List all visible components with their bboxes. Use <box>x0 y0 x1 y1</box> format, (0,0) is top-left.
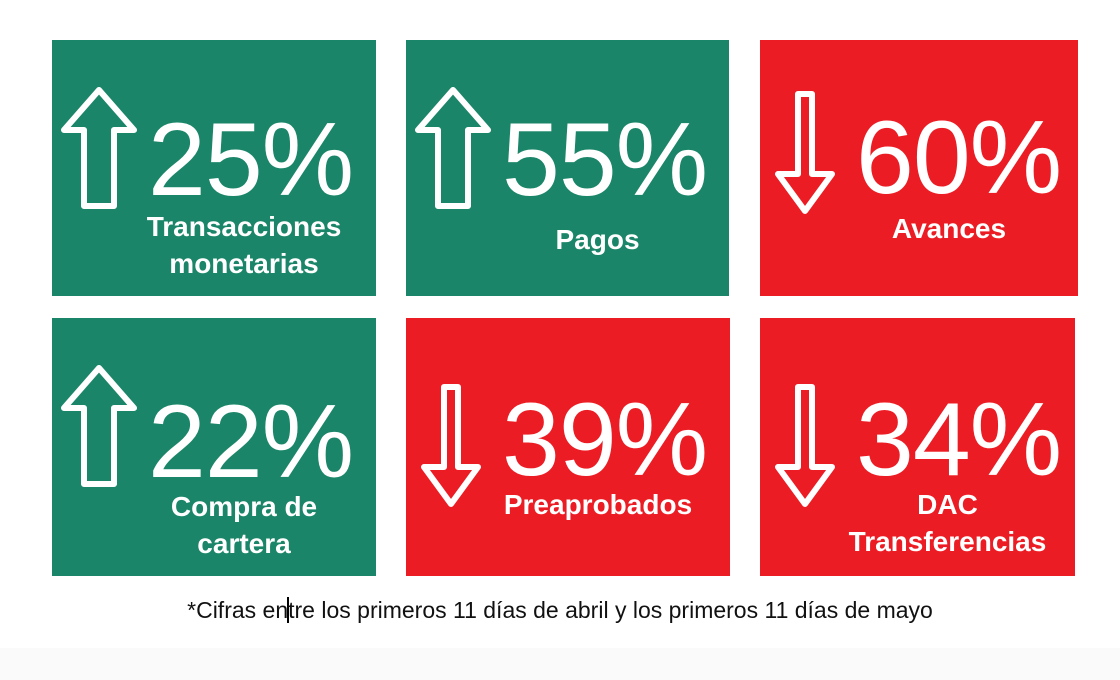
kpi-percent: 60% <box>856 100 1062 216</box>
kpi-label: Transacciones monetarias <box>146 211 342 279</box>
kpi-percent: 22% <box>148 384 354 500</box>
kpi-label: Compra de cartera <box>170 491 318 559</box>
kpi-tile-compra-de-cartera: 22% Compra de cartera <box>52 318 376 576</box>
kpi-label: Pagos <box>555 224 640 255</box>
arrow-up-icon <box>61 365 137 487</box>
kpi-percent: 25% <box>148 102 354 218</box>
kpi-tile-transacciones-monetarias: 25% Transacciones monetarias <box>52 40 376 296</box>
arrow-up-icon <box>61 87 137 209</box>
kpi-percent: 55% <box>502 102 708 218</box>
bottom-band <box>0 648 1120 680</box>
caption-text-end: tre los primeros 11 días de abril y los … <box>288 597 933 623</box>
kpi-percent: 34% <box>856 382 1062 498</box>
text-cursor <box>287 597 290 623</box>
arrow-down-icon <box>775 384 835 507</box>
kpi-tile-avances: 60% Avances <box>760 40 1078 296</box>
kpi-tile-dac-transferencias: 34% DAC Transferencias <box>760 318 1075 576</box>
kpi-label: DAC Transferencias <box>848 489 1047 557</box>
kpi-percent: 39% <box>502 382 708 498</box>
kpi-tile-pagos: 55% Pagos <box>406 40 729 296</box>
arrow-down-icon <box>421 384 481 507</box>
arrow-down-icon <box>775 91 835 214</box>
kpi-tile-preaprobados: 39% Preaprobados <box>406 318 730 576</box>
footnote-caption[interactable]: *Cifras entre los primeros 11 días de ab… <box>0 597 1120 624</box>
kpi-label: Avances <box>891 213 1007 244</box>
arrow-up-icon <box>415 87 491 209</box>
caption-text-start: *Cifras en <box>187 597 289 623</box>
kpi-label: Preaprobados <box>503 489 693 520</box>
